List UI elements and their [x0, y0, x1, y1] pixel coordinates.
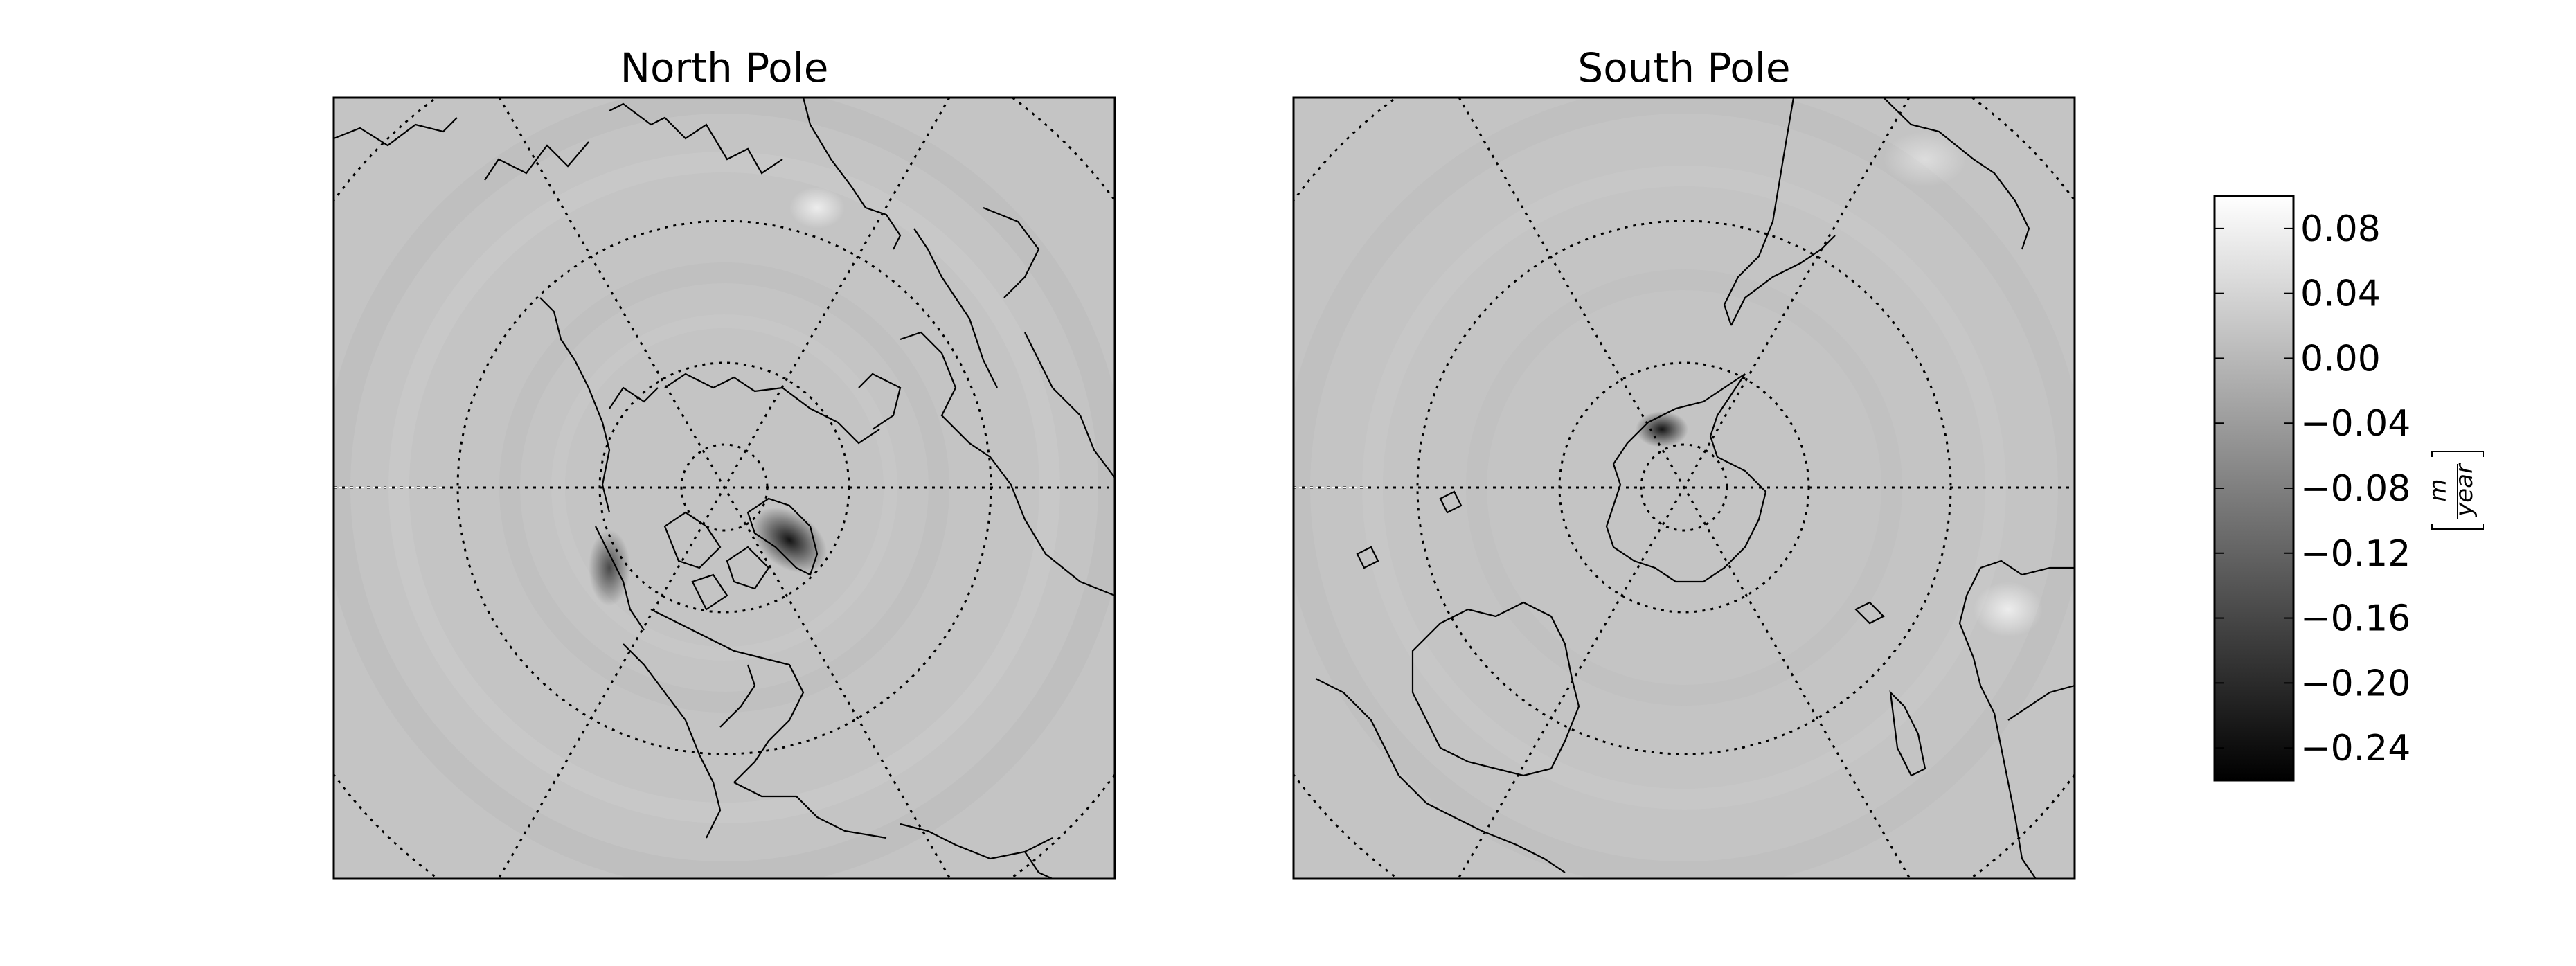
colorbar-tick-label: −0.08 — [2300, 468, 2410, 510]
colorbar: 0.08 0.04 0.00 −0.04 −0.08 −0.12 −0.16 −0.20 −0.… — [2213, 195, 2484, 782]
colorbar-tick-label: 0.04 — [2300, 274, 2381, 315]
colorbar-ticks: 0.08 0.04 0.00 −0.04 −0.08 −0.12 −0.16 −0.20 −0.… — [2215, 208, 2410, 769]
colorbar-tick-label: −0.16 — [2300, 598, 2410, 640]
colorbar-unit-bracket-left — [2431, 524, 2484, 530]
colorbar-unit-numerator: m — [2424, 478, 2452, 501]
colorbar-gradient — [2213, 195, 2295, 782]
colorbar-tick-label: −0.12 — [2300, 533, 2410, 575]
colorbar-tick-label: −0.24 — [2300, 728, 2410, 769]
south-pole-title: South Pole — [1577, 44, 1790, 91]
colorbar-tick-label: 0.08 — [2300, 208, 2381, 250]
south-pole-frame — [1292, 96, 2076, 880]
south-pole-anomaly-antarctic-peninsula — [1636, 411, 1688, 447]
north-pole-graticule — [334, 98, 1115, 879]
south-pole-anomaly-light — [1974, 582, 2043, 637]
colorbar-unit-denominator: year — [2451, 463, 2478, 517]
north-pole-frame — [332, 96, 1116, 880]
north-pole-title: North Pole — [620, 44, 829, 91]
north-pole-anomaly-alaska — [589, 530, 630, 606]
south-pole-coastlines — [1315, 98, 2075, 879]
north-pole-panel: North Pole — [332, 44, 1116, 880]
north-pole-coastlines — [334, 98, 1115, 879]
colorbar-tick-label: −0.20 — [2300, 663, 2410, 704]
north-pole-anomaly-light — [789, 187, 845, 229]
colorbar-tick-label: 0.00 — [2300, 338, 2381, 379]
south-pole-panel: South Pole — [1292, 44, 2076, 880]
colorbar-unit-bracket-right — [2431, 451, 2484, 457]
south-pole-graticule — [1294, 98, 2075, 879]
colorbar-tick-label: −0.04 — [2300, 403, 2410, 445]
south-pole-anomaly-light-2 — [1884, 132, 1967, 187]
